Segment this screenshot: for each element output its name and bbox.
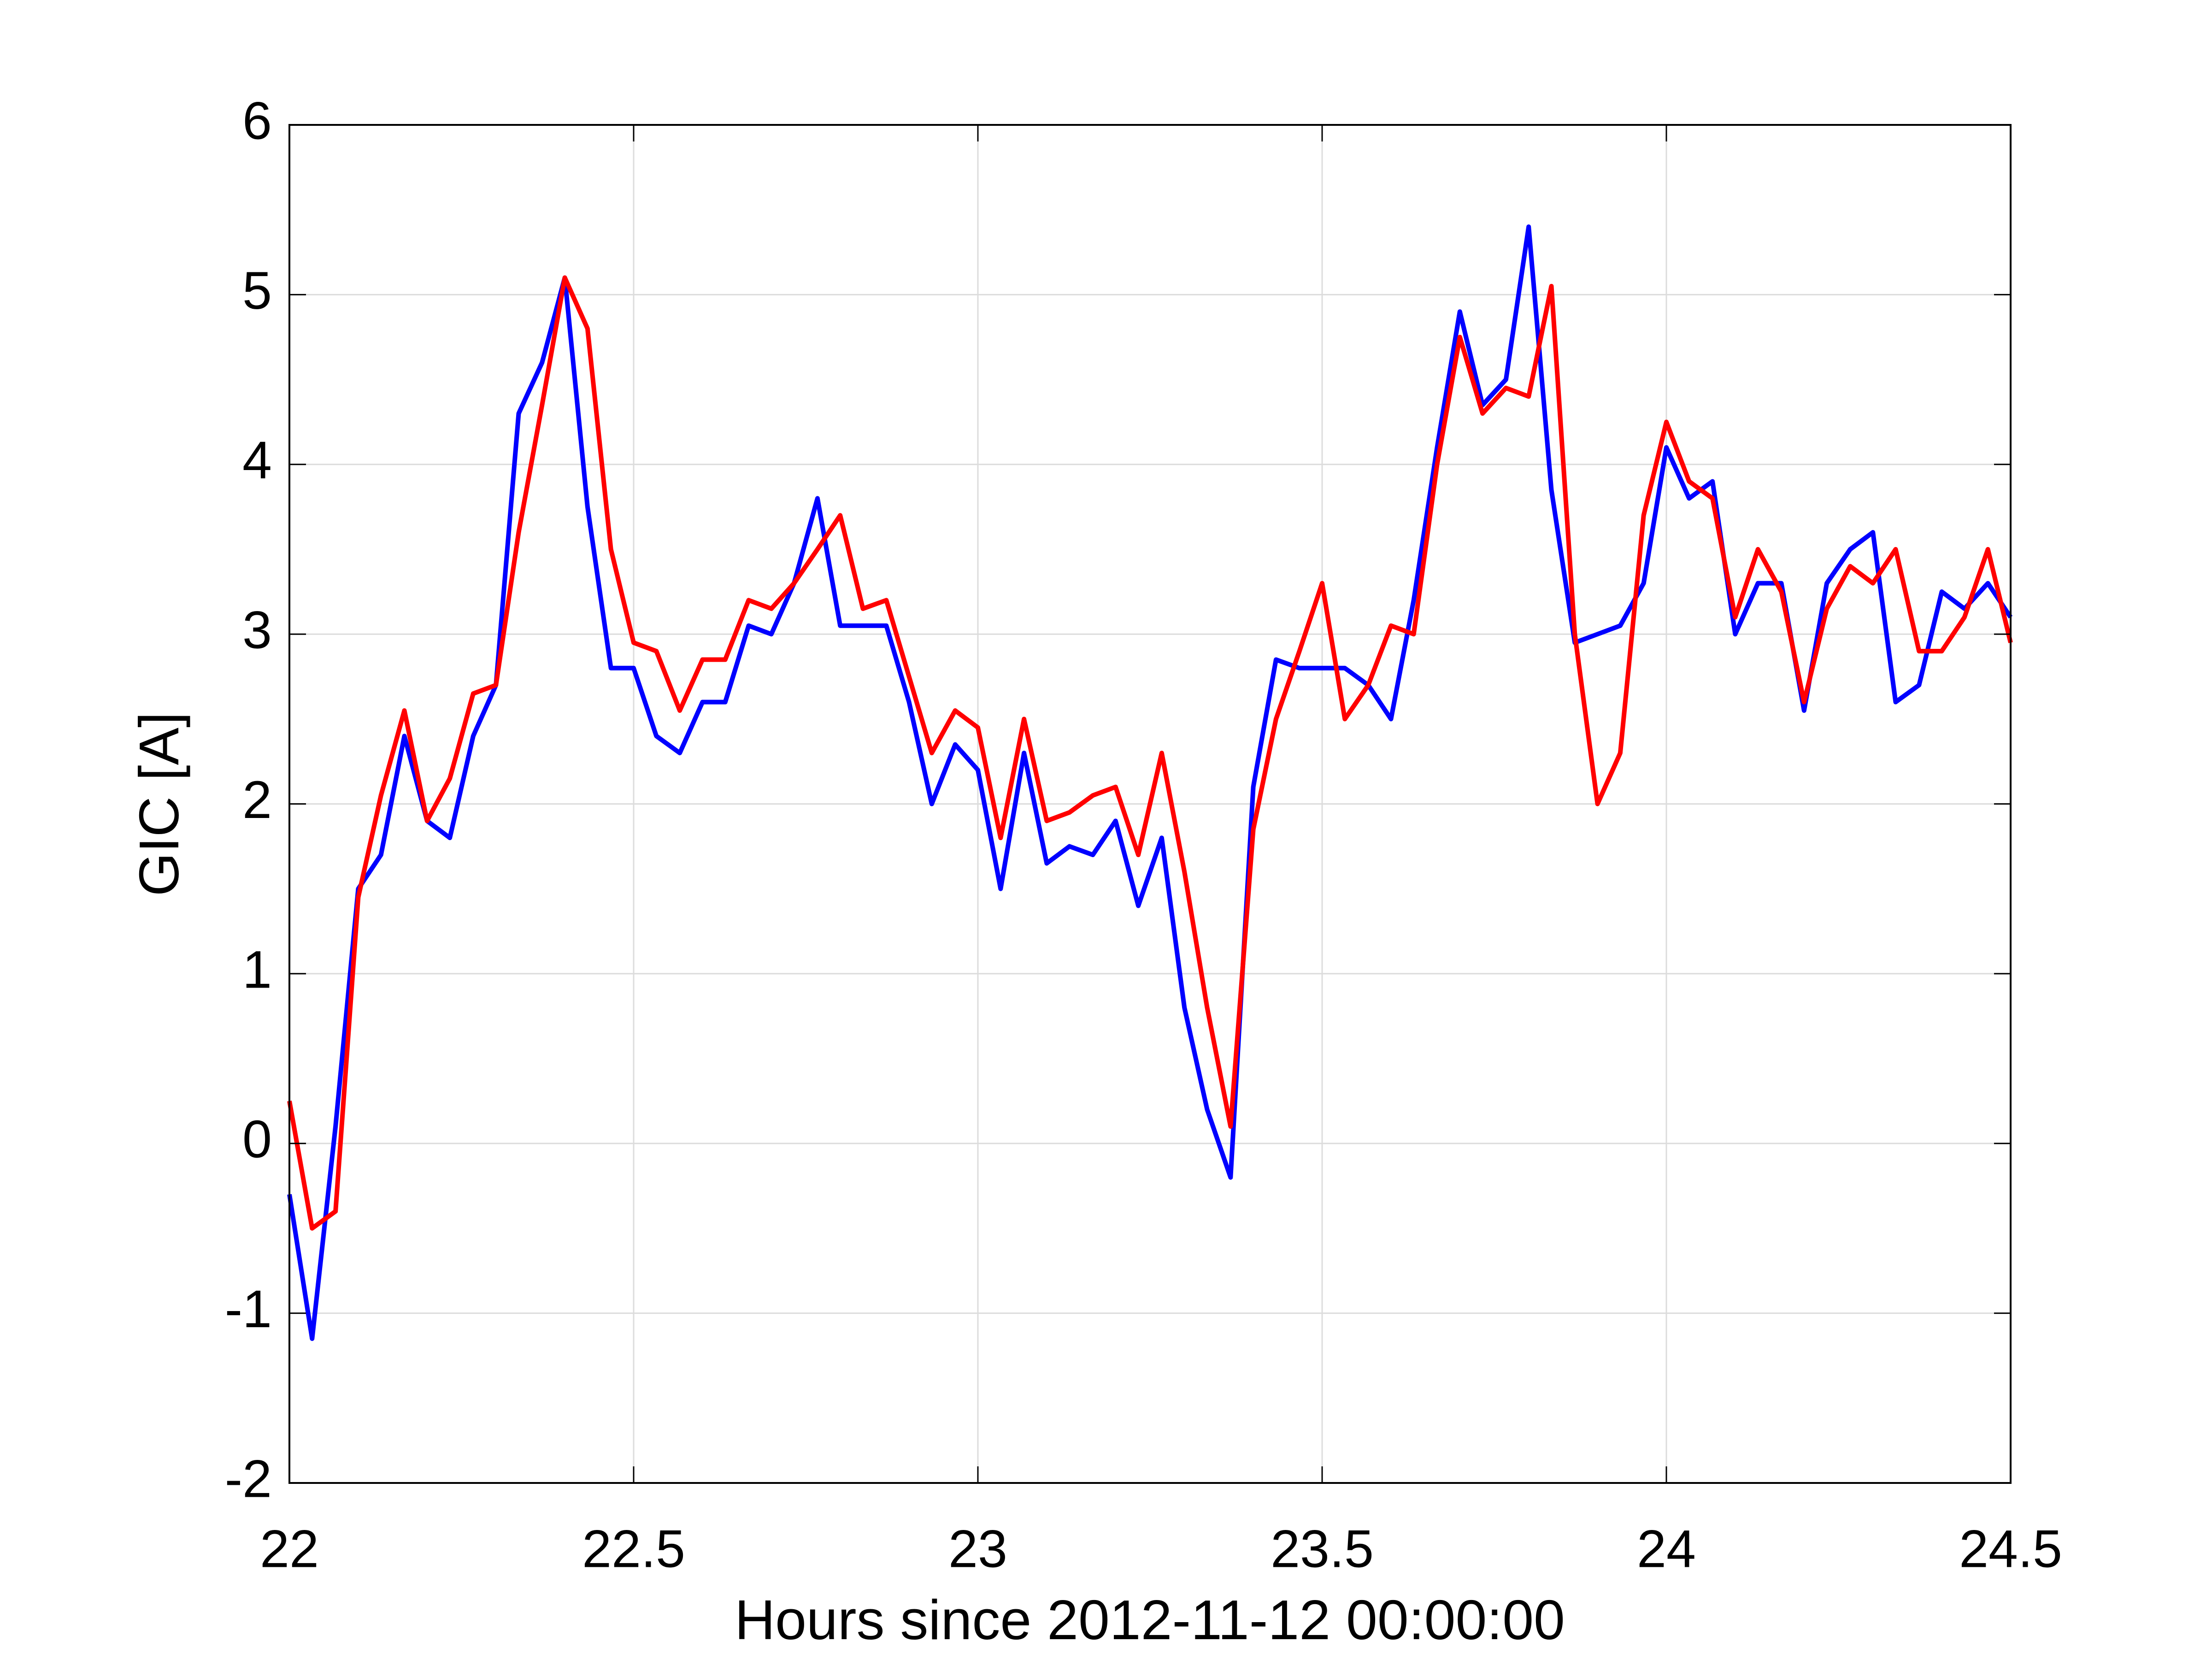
y-tick-label: 5: [242, 261, 272, 320]
y-axis-label: GIC [A]: [128, 712, 190, 896]
y-tick-label: 0: [242, 1110, 272, 1169]
x-tick-label: 23.5: [1271, 1519, 1374, 1578]
y-tick-label: 1: [242, 940, 272, 999]
y-tick-label: 6: [242, 91, 272, 150]
lines-layer: [287, 224, 2013, 1341]
series-line: [287, 275, 2013, 1231]
y-tick-label: 2: [242, 771, 272, 830]
x-tick-label: 22: [260, 1519, 319, 1578]
y-tick-label: -2: [225, 1449, 272, 1508]
x-tick-label: 24.5: [1959, 1519, 2062, 1578]
x-axis-label: Hours since 2012-11-12 00:00:00: [735, 1588, 1565, 1651]
y-tick-label: 3: [242, 601, 272, 660]
y-tick-label: 4: [242, 431, 272, 490]
x-tick-label: 22.5: [582, 1519, 685, 1578]
y-tick-label: -1: [225, 1280, 272, 1339]
x-tick-label: 24: [1637, 1519, 1696, 1578]
x-tick-label: 23: [948, 1519, 1007, 1578]
